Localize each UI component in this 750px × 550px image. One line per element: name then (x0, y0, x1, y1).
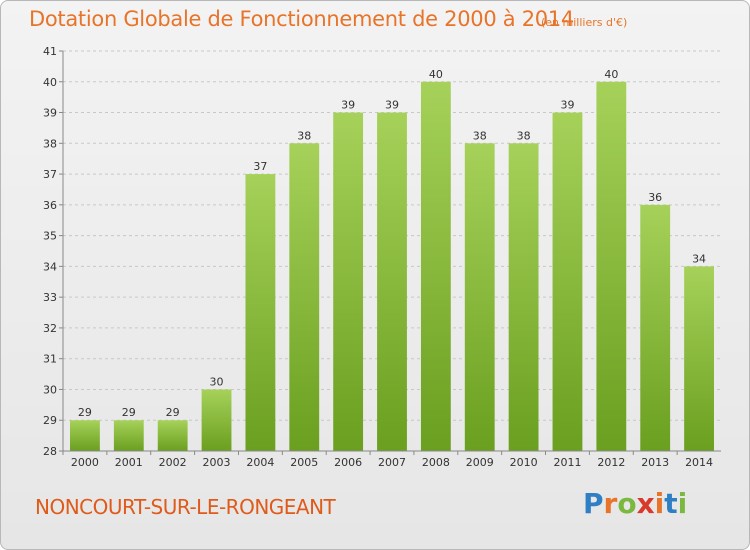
x-tick-label: 2005 (290, 456, 318, 469)
y-tick-label: 29 (43, 414, 57, 427)
data-label: 40 (429, 68, 443, 81)
x-tick-label: 2001 (115, 456, 143, 469)
x-tick-label: 2009 (466, 456, 494, 469)
x-tick-label: 2008 (422, 456, 450, 469)
x-tick-label: 2002 (159, 456, 187, 469)
bar-2000 (70, 420, 100, 451)
bar-2001 (113, 420, 144, 451)
y-tick-label: 30 (43, 383, 57, 396)
data-label: 36 (648, 191, 662, 204)
bar-2006 (333, 112, 364, 452)
data-label: 39 (385, 99, 399, 112)
y-tick-label: 28 (43, 445, 57, 458)
x-tick-label: 2011 (553, 456, 581, 469)
y-tick-label: 32 (43, 322, 57, 335)
x-tick-label: 2010 (510, 456, 538, 469)
commune-name: NONCOURT-SUR-LE-RONGEANT (35, 495, 336, 519)
bar-2008 (420, 81, 451, 452)
x-tick-label: 2013 (641, 456, 669, 469)
bar-2012 (596, 81, 627, 452)
y-tick-label: 36 (43, 199, 57, 212)
x-tick-label: 2012 (597, 456, 625, 469)
bar-2002 (157, 420, 188, 451)
y-tick-label: 35 (43, 230, 57, 243)
data-label: 30 (210, 375, 224, 388)
bar-2014 (684, 266, 714, 451)
y-axis: 28 29 30 31 32 33 34 35 36 37 38 39 40 41 (43, 45, 64, 458)
data-label: 40 (604, 68, 618, 81)
bar-2009 (464, 143, 495, 452)
bar-2010 (508, 143, 539, 452)
data-label: 38 (517, 129, 531, 142)
data-label: 34 (692, 252, 706, 265)
logo-letter: i (654, 487, 665, 520)
bar-2005 (289, 143, 320, 452)
data-label: 29 (166, 406, 180, 419)
x-tick-label: 2006 (334, 456, 362, 469)
y-tick-label: 39 (43, 107, 57, 120)
x-tick-label: 2014 (685, 456, 713, 469)
bars: 29 29 29 30 37 38 39 39 40 38 38 39 40 36 34 (70, 68, 714, 452)
y-tick-label: 37 (43, 168, 57, 181)
logo-letter: t (664, 487, 678, 520)
data-label: 39 (341, 99, 355, 112)
chart-subtitle: (en milliers d'€) (541, 16, 628, 29)
y-tick-label: 34 (43, 260, 57, 273)
proxiti-logo[interactable]: Proxiti (583, 487, 687, 520)
data-label: 38 (297, 129, 311, 142)
x-axis: 2000 2001 2002 2003 2004 2005 2006 2007 2008 2009… (62, 450, 721, 469)
data-label: 39 (560, 99, 574, 112)
data-label: 38 (473, 129, 487, 142)
logo-letter: x (636, 487, 655, 520)
logo-letter: r (603, 487, 618, 520)
y-tick-label: 31 (43, 353, 57, 366)
x-tick-label: 2000 (71, 456, 99, 469)
chart-title: Dotation Globale de Fonctionnement de 20… (29, 7, 574, 31)
logo-letter: o (617, 487, 637, 520)
data-label: 37 (253, 160, 267, 173)
y-tick-label: 38 (43, 137, 57, 150)
bar-2011 (552, 112, 583, 452)
y-tick-label: 33 (43, 291, 57, 304)
data-label: 29 (78, 406, 92, 419)
bar-2003 (201, 389, 232, 451)
logo-letter: i (677, 487, 688, 520)
x-tick-label: 2007 (378, 456, 406, 469)
bar-2007 (377, 112, 407, 452)
x-tick-label: 2004 (246, 456, 274, 469)
y-tick-label: 41 (43, 45, 57, 58)
y-tick-label: 40 (43, 76, 57, 89)
x-tick-label: 2003 (203, 456, 231, 469)
data-label: 29 (122, 406, 136, 419)
bar-2004 (245, 174, 276, 452)
logo-letter: P (583, 487, 604, 520)
bar-2013 (640, 204, 671, 451)
